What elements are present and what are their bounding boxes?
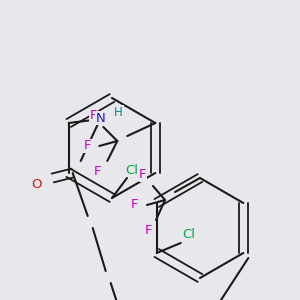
Text: F: F bbox=[131, 199, 139, 212]
Text: N: N bbox=[96, 112, 106, 124]
Text: F: F bbox=[84, 140, 91, 152]
Text: F: F bbox=[94, 166, 101, 178]
Text: O: O bbox=[32, 178, 42, 191]
Text: F: F bbox=[90, 110, 97, 122]
Text: F: F bbox=[144, 224, 152, 238]
Text: Cl: Cl bbox=[182, 229, 195, 242]
Text: H: H bbox=[114, 106, 123, 118]
Text: Cl: Cl bbox=[125, 164, 139, 176]
Text: F: F bbox=[139, 169, 147, 182]
